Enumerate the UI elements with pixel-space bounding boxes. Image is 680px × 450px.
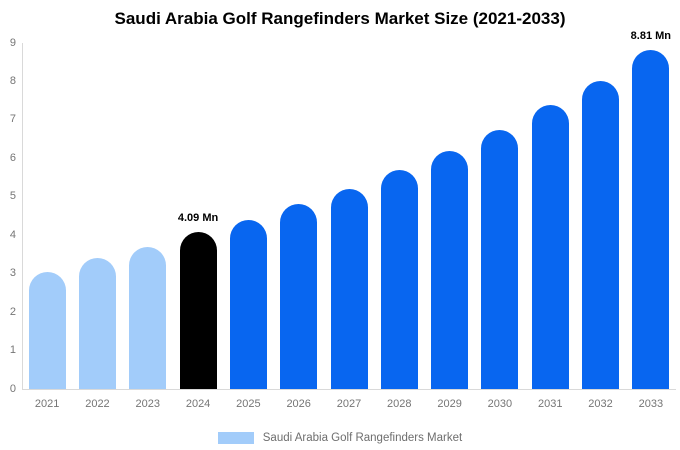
y-axis-line: [22, 43, 23, 389]
bar-2023: [129, 246, 167, 389]
y-tick-label: 9: [9, 36, 16, 49]
bar-value-label-2024: 4.09 Mn: [177, 211, 219, 224]
x-tick-label-2032: 2032: [588, 398, 613, 410]
y-tick-label: 8: [9, 74, 16, 87]
bar-2030: [481, 129, 519, 389]
bar-2025: [229, 219, 267, 389]
x-tick-label-2022: 2022: [85, 398, 110, 410]
y-tick-label: 7: [9, 113, 16, 126]
bar-2032: [582, 81, 620, 389]
legend: Saudi Arabia Golf Rangefinders Market: [0, 432, 680, 444]
x-tick-label-2023: 2023: [135, 398, 160, 410]
y-tick-label: 6: [9, 151, 16, 164]
bar-2026: [280, 204, 318, 389]
y-tick-label: 5: [9, 190, 16, 203]
bar-2033: [632, 50, 670, 389]
x-tick-label-2025: 2025: [236, 398, 261, 410]
bar-2029: [431, 150, 469, 389]
y-tick-label: 1: [9, 344, 16, 357]
chart-title: Saudi Arabia Golf Rangefinders Market Si…: [114, 9, 566, 28]
x-tick-label-2031: 2031: [537, 398, 563, 410]
x-tick-label-2024: 2024: [185, 398, 211, 410]
y-tick-label: 3: [9, 267, 16, 280]
bar-2027: [330, 189, 368, 389]
bar-value-label-2033: 8.81 Mn: [630, 30, 672, 43]
legend-label: Saudi Arabia Golf Rangefinders Market: [262, 432, 463, 444]
x-tick-label-2029: 2029: [437, 398, 462, 410]
bar-2022: [78, 258, 116, 389]
x-axis-line: [22, 389, 676, 390]
bar-2024: [179, 231, 217, 389]
x-tick-label-2030: 2030: [487, 398, 513, 410]
x-tick-label-2028: 2028: [387, 398, 412, 410]
x-tick-label-2027: 2027: [336, 398, 362, 410]
bar-2031: [531, 104, 569, 389]
bar-2028: [380, 169, 418, 389]
x-tick-label-2026: 2026: [286, 398, 311, 410]
bar-2021: [28, 271, 66, 389]
y-tick-label: 0: [9, 382, 16, 395]
x-tick-label-2021: 2021: [34, 398, 60, 410]
legend-swatch: [217, 432, 254, 444]
y-tick-label: 2: [9, 305, 16, 318]
y-tick-label: 4: [9, 228, 16, 241]
x-tick-label-2033: 2033: [638, 398, 664, 410]
